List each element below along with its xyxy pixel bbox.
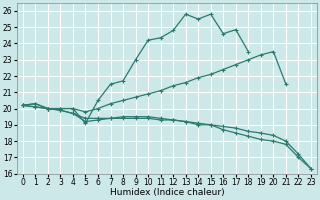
X-axis label: Humidex (Indice chaleur): Humidex (Indice chaleur) [109,188,224,197]
